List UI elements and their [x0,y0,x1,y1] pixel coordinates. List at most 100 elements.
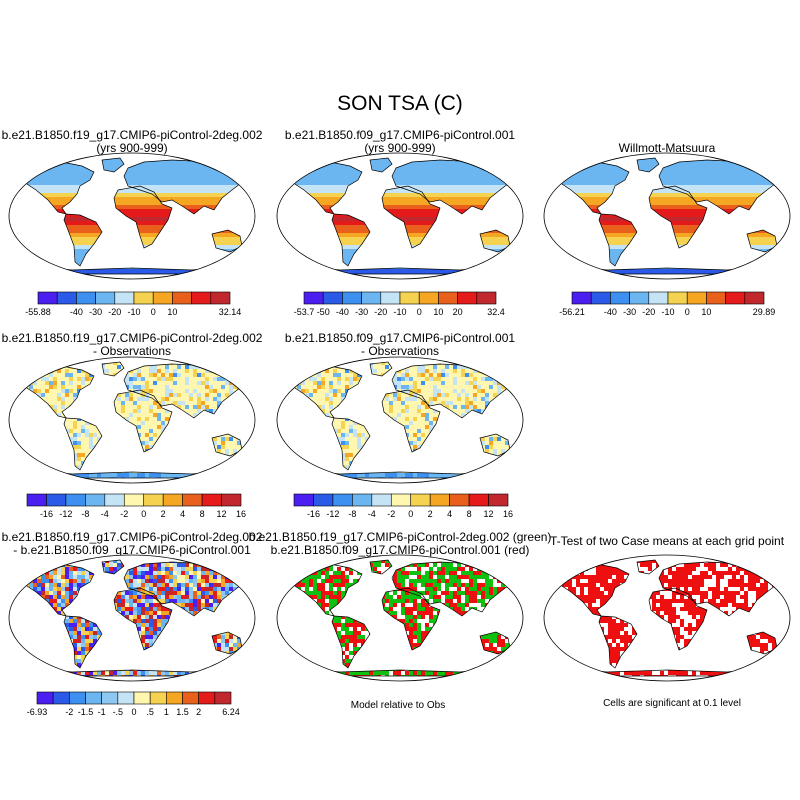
colorbar-box [411,494,430,506]
colorbar-tick-label: -10 [127,307,140,317]
colorbar: -56.21 -40 -30 -20 -10 0 10 29.89 [559,292,775,317]
colorbar-tick-label: 32.4 [487,307,505,317]
world-map [277,555,525,683]
panel-model-1-minus-model-2: b.e21.B1850.f19_g17.CMIP6-piControl-2deg… [2,530,263,717]
colorbar-box [333,494,352,506]
colorbar-tick-label: -20 [374,307,387,317]
colorbar-box [76,292,95,304]
world-map [9,555,257,683]
colorbar-tick-label: -4 [368,509,376,519]
colorbar-tick-label: -30 [355,307,368,317]
colorbar-tick-label: -12 [326,509,339,519]
colorbar-tick-label: 2 [196,707,201,717]
colorbar-box [69,692,85,704]
colorbar-tick-label: 29.89 [753,307,776,317]
colorbar-box [687,292,706,304]
colorbar-box [649,292,668,304]
colorbar-tick-label: 32.14 [219,307,242,317]
colorbar-box [66,494,85,506]
colorbar-box [105,494,124,506]
colorbar-tick-label: -50 [317,307,330,317]
panel-model-2: b.e21.B1850.f09_g17.CMIP6-piControl.001 … [277,128,525,317]
colorbar-box [202,494,221,506]
colorbar-tick-label: 8 [200,509,205,519]
colorbar-tick-label: .5 [146,707,154,717]
panel-caption: Cells are significant at 0.1 level [603,698,741,709]
panel-caption: Model relative to Obs [351,700,446,711]
colorbar-box [134,692,150,704]
colorbar-tick-label: 0 [417,307,422,317]
colorbar-box [294,494,313,506]
colorbar-tick-label: 10 [701,307,711,317]
colorbar-tick-label: -2 [65,707,73,717]
panel-model-1: b.e21.B1850.f19_g17.CMIP6-piControl-2deg… [2,128,263,317]
colorbar: -53.7 -50 -40 -30 -20 -10 0 10 20 32.4 [294,292,505,317]
colorbar-tick-label: -1.5 [78,707,94,717]
colorbar: -6.93 -2 -1.5 -1 -.5 0.5 1 1.5 2 6.24 [27,692,240,717]
colorbar-box [124,494,143,506]
colorbar-box [489,494,508,506]
colorbar-tick-label: 10 [167,307,177,317]
colorbar-box [27,494,46,506]
colorbar-box [430,494,449,506]
colorbar-box [144,494,163,506]
colorbar-tick-label: 10 [433,307,443,317]
colorbar-box [572,292,591,304]
colorbar-box [172,292,191,304]
world-map [544,153,792,281]
colorbar-tick-label: 0 [151,307,156,317]
colorbar-box [211,292,230,304]
colorbar-tick-label: -10 [393,307,406,317]
colorbar-tick-label: -8 [81,509,89,519]
colorbar-box [38,292,57,304]
colorbar-tick-label: -40 [70,307,83,317]
colorbar-box [362,292,381,304]
colorbar-box [419,292,438,304]
colorbar-box [199,692,215,704]
colorbar-tick-label: 12 [217,509,227,519]
colorbar-box [86,692,102,704]
colorbar-tick-label: -12 [59,509,72,519]
colorbar-box [57,292,76,304]
colorbar-tick-label: 12 [484,509,494,519]
colorbar-tick-label: 1.5 [176,707,189,717]
panel-model-2-minus-obs: b.e21.B1850.f09_g17.CMIP6-piControl.001 … [277,331,525,519]
panel-title-line-1: b.e21.B1850.f19_g17.CMIP6-piControl-2deg… [2,530,263,544]
colorbar-tick-label: -30 [89,307,102,317]
colorbar-box [163,494,182,506]
colorbar-tick-label: 0 [685,307,690,317]
colorbar-box [183,692,199,704]
colorbar-box [591,292,610,304]
colorbar-tick-label: -56.21 [559,307,585,317]
colorbar-box [372,494,391,506]
colorbar-tick-label: 16 [236,509,246,519]
colorbar-box [706,292,725,304]
colorbar-box [726,292,745,304]
world-map [9,357,257,485]
colorbar-tick-label: -30 [623,307,636,317]
colorbar-box [134,292,153,304]
colorbar-tick-label: -40 [604,307,617,317]
panel-title-line-1: b.e21.B1850.f09_g17.CMIP6-piControl.001 [285,331,515,345]
colorbar-box [610,292,629,304]
world-map [277,357,525,485]
colorbar-box [153,292,172,304]
panel-model-1-minus-obs: b.e21.B1850.f19_g17.CMIP6-piControl-2deg… [2,331,263,519]
colorbar-box [53,692,69,704]
colorbar-box [102,692,118,704]
colorbar-tick-label: -20 [108,307,121,317]
colorbar-box [85,494,104,506]
colorbar-tick-label: -55.88 [25,307,51,317]
colorbar-box [391,494,410,506]
panel-title-line-1: b.e21.B1850.f09_g17.CMIP6-piControl.001 [285,128,515,142]
colorbar-tick-label: -.5 [113,707,124,717]
colorbar-box [323,292,342,304]
world-map [544,555,792,683]
colorbar-box [166,692,182,704]
colorbar-tick-label: -16 [40,509,53,519]
colorbar-box [438,292,457,304]
colorbar-tick-label: 2 [428,509,433,519]
panel-title-line-1: b.e21.B1850.f19_g17.CMIP6-piControl-2deg… [2,128,263,142]
panel-title-line-1: b.e21.B1850.f19_g17.CMIP6-piControl-2deg… [2,331,263,345]
